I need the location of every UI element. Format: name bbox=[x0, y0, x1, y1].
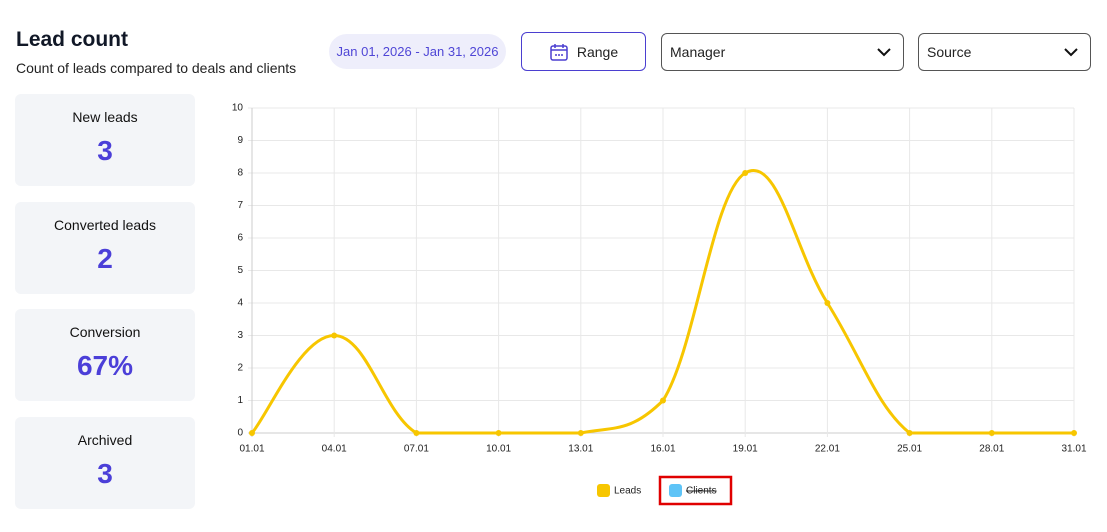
stat-value: 67% bbox=[76, 350, 134, 381]
data-point bbox=[577, 430, 584, 436]
stat-value: 3 bbox=[97, 135, 113, 166]
source-label: Source bbox=[927, 44, 972, 60]
data-point bbox=[660, 397, 666, 404]
y-tick-label: 3 bbox=[237, 330, 243, 341]
x-tick-label: 10.01 bbox=[486, 444, 511, 455]
x-tick-label: 04.01 bbox=[322, 444, 347, 455]
y-tick-label: 0 bbox=[237, 428, 243, 439]
page-title: Lead count bbox=[16, 28, 129, 51]
x-tick-label: 01.01 bbox=[239, 444, 264, 455]
range-label: Range bbox=[576, 43, 619, 60]
x-tick-label: 07.01 bbox=[404, 444, 429, 455]
data-point bbox=[906, 430, 913, 436]
data-point bbox=[495, 430, 502, 436]
data-point bbox=[249, 430, 255, 436]
stat-label: New leads bbox=[72, 109, 138, 125]
manager-select[interactable]: Manager bbox=[661, 33, 904, 71]
y-tick-label: 7 bbox=[237, 200, 243, 211]
x-tick-label: 25.01 bbox=[897, 444, 922, 455]
y-tick-label: 1 bbox=[237, 395, 243, 406]
data-point bbox=[742, 170, 749, 176]
stat-card: Conversion 67% bbox=[15, 309, 195, 401]
y-tick-label: 4 bbox=[237, 298, 243, 309]
x-tick-label: 13.01 bbox=[568, 444, 593, 455]
range-button[interactable]: Range bbox=[521, 32, 646, 71]
y-tick-label: 5 bbox=[237, 265, 243, 276]
y-tick-label: 2 bbox=[237, 363, 243, 374]
stat-value: 2 bbox=[97, 243, 113, 274]
chevron bbox=[1064, 48, 1078, 57]
stat-card: Converted leads 2 bbox=[15, 202, 195, 294]
stat-card: Archived 3 bbox=[15, 417, 195, 509]
manager-label: Manager bbox=[670, 44, 726, 60]
data-point bbox=[824, 300, 831, 306]
x-tick-label: 31.01 bbox=[1061, 444, 1086, 455]
stat-label: Converted leads bbox=[54, 217, 156, 233]
legend-label: Leads bbox=[614, 486, 641, 497]
y-tick-label: 8 bbox=[237, 168, 243, 179]
page-subtitle: Count of leads compared to deals and cli… bbox=[16, 60, 297, 76]
y-tick-label: 9 bbox=[237, 135, 243, 146]
highlight-box bbox=[658, 475, 733, 506]
legend-swatch bbox=[669, 484, 682, 497]
x-tick-label: 28.01 bbox=[979, 444, 1004, 455]
legend-swatch bbox=[597, 484, 610, 497]
chevron bbox=[877, 48, 891, 57]
calendar-icon bbox=[550, 43, 568, 61]
y-tick-label: 10 bbox=[232, 103, 244, 114]
source-select[interactable]: Source bbox=[918, 33, 1091, 71]
data-point bbox=[988, 430, 995, 436]
x-tick-label: 22.01 bbox=[815, 444, 840, 455]
stat-value: 3 bbox=[97, 458, 113, 489]
data-point bbox=[413, 430, 420, 436]
date-range[interactable]: Jan 01, 2026 - Jan 31, 2026 bbox=[329, 34, 506, 69]
data-point bbox=[331, 332, 338, 339]
stat-label: Archived bbox=[77, 432, 133, 448]
data-point bbox=[1071, 430, 1077, 436]
stat-card: New leads 3 bbox=[15, 94, 195, 186]
x-tick-label: 19.01 bbox=[733, 444, 758, 455]
x-tick-label: 16.01 bbox=[650, 444, 675, 455]
legend-label: Clients bbox=[686, 486, 717, 497]
stat-label: Conversion bbox=[69, 324, 141, 340]
y-tick-label: 6 bbox=[237, 233, 243, 244]
